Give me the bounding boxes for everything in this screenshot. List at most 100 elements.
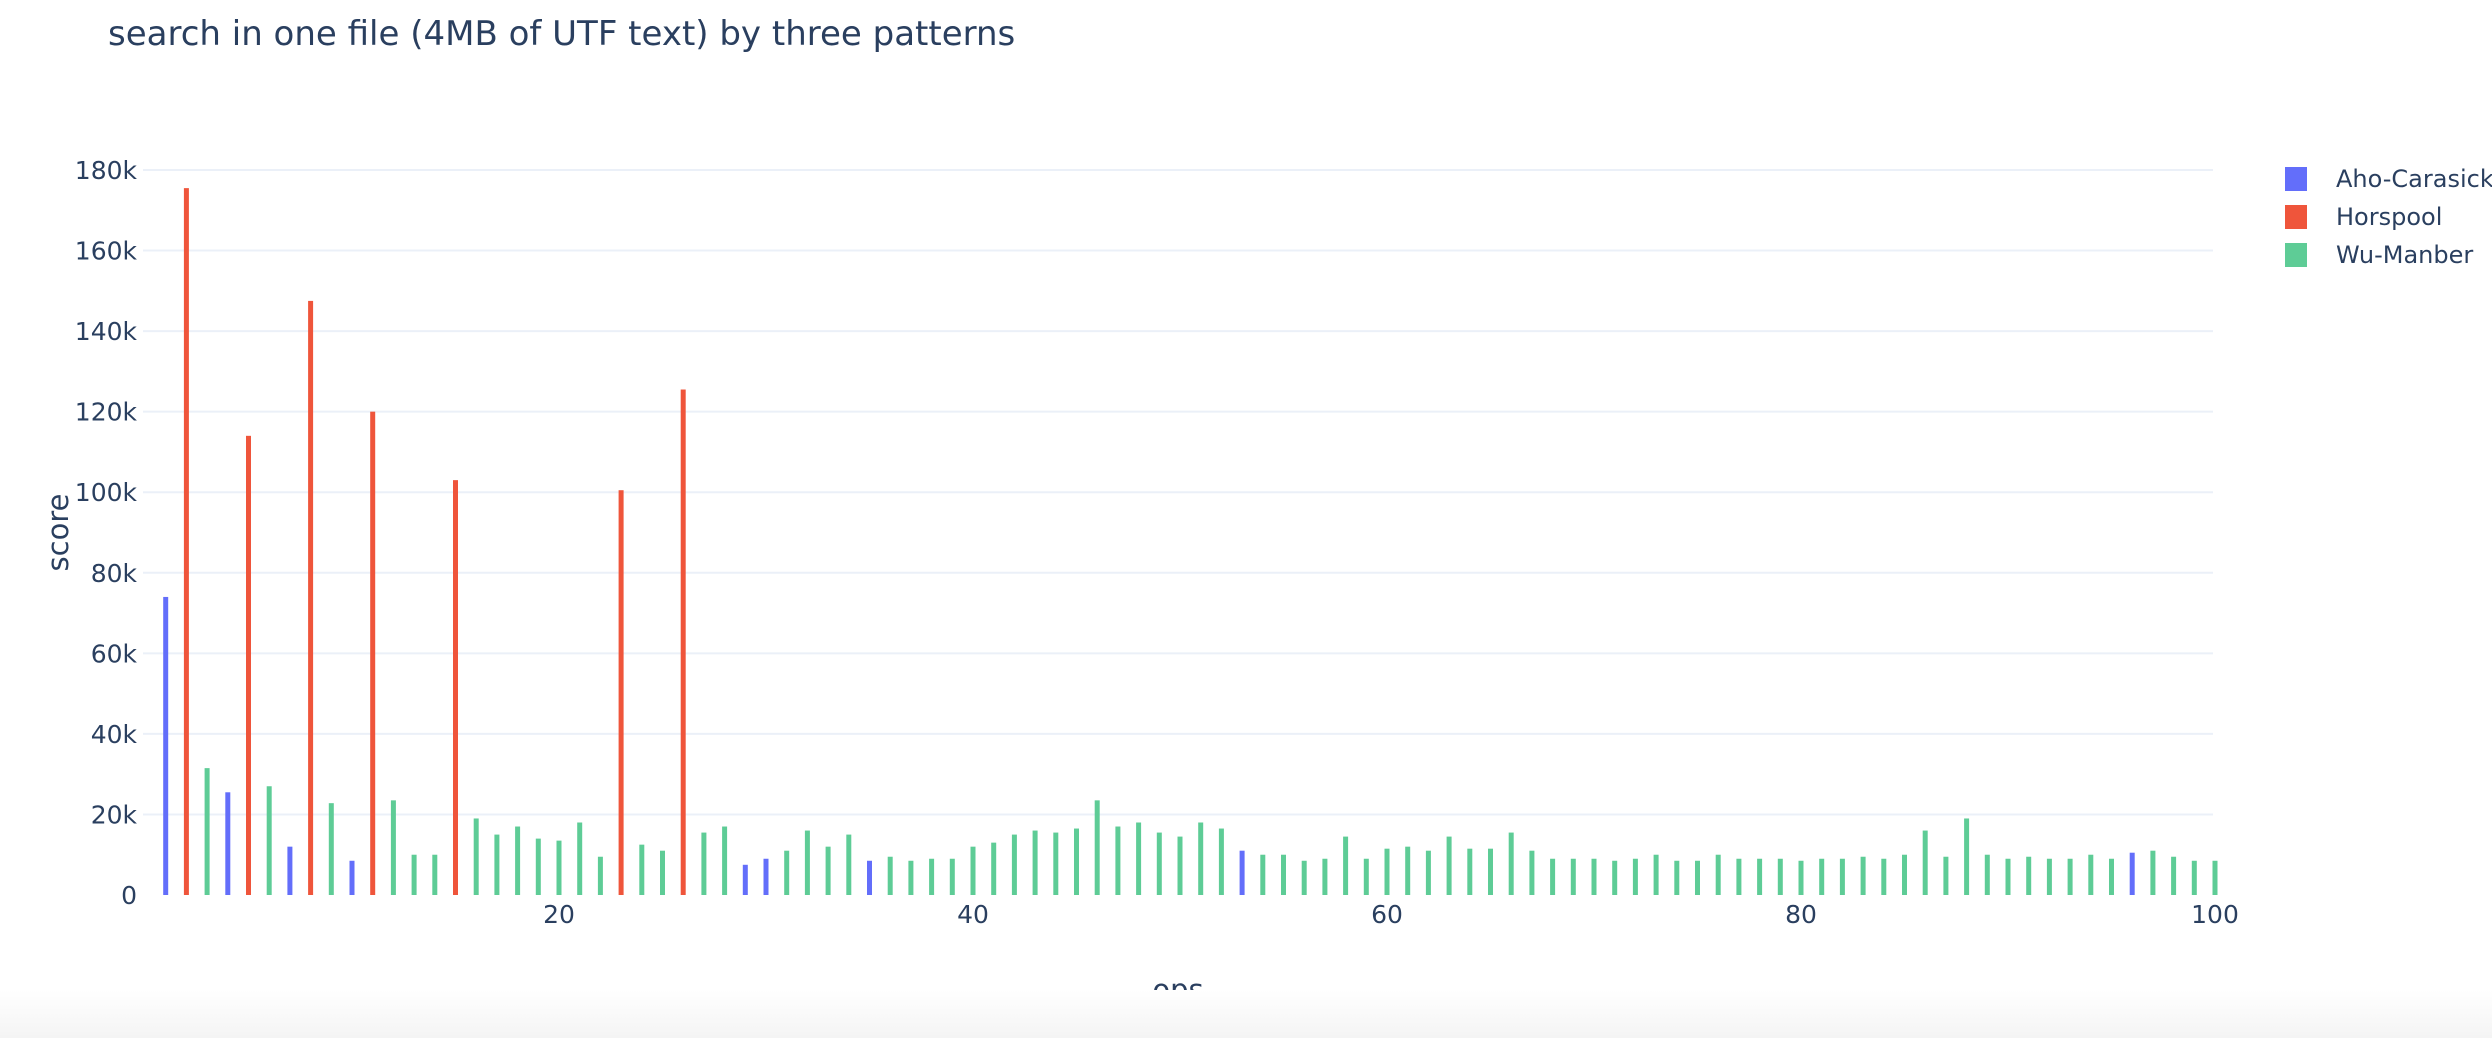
bar-wu-manber bbox=[1011, 834, 1017, 895]
bar-wu-manber bbox=[1777, 858, 1783, 895]
bar-wu-manber bbox=[2005, 858, 2011, 895]
bar-horspool bbox=[308, 300, 314, 895]
bar-aho-carasick bbox=[163, 596, 169, 895]
bar-wu-manber bbox=[1488, 848, 1493, 895]
bar-wu-manber bbox=[846, 834, 852, 895]
bar-wu-manber bbox=[1177, 836, 1183, 895]
bar-wu-manber bbox=[515, 826, 521, 895]
bar-wu-manber bbox=[1425, 850, 1431, 895]
y-tick-label: 140k bbox=[75, 317, 138, 346]
bar-wu-manber bbox=[2150, 850, 2156, 895]
y-tick-label: 40k bbox=[91, 720, 138, 749]
bar-aho-carasick bbox=[2129, 852, 2135, 895]
bar-wu-manber bbox=[2026, 856, 2032, 895]
bar-wu-manber bbox=[1405, 846, 1411, 895]
bar-wu-manber bbox=[328, 803, 334, 895]
bar-wu-manber bbox=[1798, 860, 1804, 895]
y-tick-label: 0 bbox=[121, 881, 137, 910]
y-tick-label: 20k bbox=[91, 800, 138, 829]
bottom-band bbox=[0, 990, 2492, 1038]
bar-wu-manber bbox=[1674, 860, 1680, 895]
bar-wu-manber bbox=[1384, 848, 1390, 895]
bar-wu-manber bbox=[1757, 858, 1763, 895]
bar-wu-manber bbox=[2191, 860, 2197, 895]
bar-wu-manber bbox=[1322, 858, 1328, 895]
x-tick-label: 100 bbox=[2191, 900, 2239, 929]
y-tick-label: 120k bbox=[75, 398, 138, 427]
bar-wu-manber bbox=[556, 840, 562, 895]
bar-wu-manber bbox=[1446, 836, 1452, 895]
bar-wu-manber bbox=[887, 856, 893, 895]
y-tick-label: 80k bbox=[91, 559, 138, 588]
bar-wu-manber bbox=[1136, 822, 1142, 895]
bar-wu-manber bbox=[1943, 856, 1949, 895]
bar-horspool bbox=[246, 435, 251, 895]
bar-wu-manber bbox=[597, 856, 603, 895]
bar-wu-manber bbox=[1550, 858, 1556, 895]
bar-wu-manber bbox=[908, 860, 914, 895]
bar-wu-manber bbox=[1198, 822, 1204, 895]
bar-aho-carasick bbox=[287, 846, 293, 895]
bar-wu-manber bbox=[1591, 858, 1597, 895]
bar-wu-manber bbox=[1881, 858, 1887, 895]
legend-swatch bbox=[2285, 205, 2307, 229]
bar-wu-manber bbox=[1156, 832, 1162, 895]
bar-horspool bbox=[370, 411, 376, 895]
bar-wu-manber bbox=[970, 846, 976, 895]
bar-wu-manber bbox=[1032, 830, 1038, 895]
bar-wu-manber bbox=[2088, 854, 2094, 895]
bar-wu-manber bbox=[1612, 860, 1618, 895]
bar-wu-manber bbox=[577, 822, 583, 895]
bar-aho-carasick bbox=[349, 860, 355, 895]
bar-wu-manber bbox=[535, 838, 541, 895]
legend-label: Wu-Manber bbox=[2336, 241, 2473, 269]
bar-wu-manber bbox=[1736, 858, 1742, 895]
bar-horspool bbox=[618, 490, 624, 895]
bar-wu-manber bbox=[494, 834, 500, 895]
bar-wu-manber bbox=[1570, 858, 1576, 895]
bar-wu-manber bbox=[1964, 818, 1970, 895]
x-tick-label: 20 bbox=[543, 900, 575, 929]
bar-wu-manber bbox=[784, 850, 790, 895]
legend-swatch bbox=[2285, 243, 2307, 267]
bar-wu-manber bbox=[1053, 832, 1059, 895]
bar-wu-manber bbox=[1902, 854, 1907, 895]
y-tick-label: 60k bbox=[91, 639, 138, 668]
bar-wu-manber bbox=[639, 844, 645, 895]
bar-aho-carasick bbox=[763, 858, 769, 895]
bar-aho-carasick bbox=[867, 860, 872, 895]
bar-wu-manber bbox=[949, 858, 955, 895]
bar-wu-manber bbox=[2046, 858, 2052, 895]
bar-wu-manber bbox=[1839, 858, 1845, 895]
legend-swatch bbox=[2285, 167, 2307, 191]
bar-wu-manber bbox=[1860, 856, 1866, 895]
bar-wu-manber bbox=[473, 818, 479, 895]
bar-aho-carasick bbox=[742, 864, 748, 895]
bar-wu-manber bbox=[1922, 830, 1928, 895]
bar-horspool bbox=[680, 389, 686, 895]
bar-wu-manber bbox=[991, 842, 997, 895]
bar-aho-carasick bbox=[225, 792, 231, 895]
bar-wu-manber bbox=[825, 846, 831, 895]
bar-wu-manber bbox=[2171, 856, 2177, 895]
bar-wu-manber bbox=[1508, 832, 1514, 895]
bar-wu-manber bbox=[1260, 854, 1266, 895]
bar-wu-manber bbox=[1467, 848, 1473, 895]
bar-wu-manber bbox=[411, 854, 417, 895]
x-tick-label: 80 bbox=[1785, 900, 1817, 929]
bar-horspool bbox=[183, 188, 189, 895]
bar-wu-manber bbox=[722, 826, 728, 895]
bar-wu-manber bbox=[1074, 828, 1079, 895]
bar-wu-manber bbox=[1695, 860, 1700, 895]
bar-wu-manber bbox=[390, 800, 396, 895]
x-tick-label: 60 bbox=[1371, 900, 1403, 929]
bar-wu-manber bbox=[2067, 858, 2073, 895]
y-tick-label: 160k bbox=[75, 237, 138, 266]
bar-wu-manber bbox=[1094, 800, 1100, 895]
bar-wu-manber bbox=[1529, 850, 1535, 895]
bar-wu-manber bbox=[929, 858, 935, 895]
y-tick-label: 180k bbox=[75, 156, 138, 185]
bar-wu-manber bbox=[2109, 858, 2114, 895]
